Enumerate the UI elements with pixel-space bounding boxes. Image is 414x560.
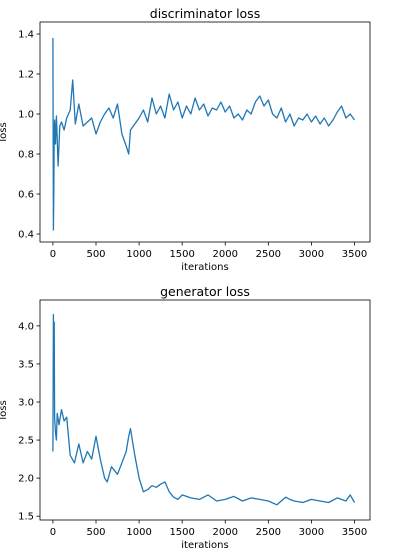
x-tick-label: 3000: [299, 527, 324, 538]
y-tick-label: 4.0: [18, 321, 34, 332]
discriminator-loss-plot: discriminator loss 0 500 1000 1500 2000 2500 30…: [0, 6, 371, 273]
y-tick-label: 3.5: [18, 359, 34, 370]
x-axis-label: iterations: [181, 540, 228, 551]
y-axis-label: loss: [0, 122, 9, 141]
x-tick-label: 0: [50, 249, 56, 260]
y-tick-label: 0.8: [18, 150, 34, 161]
x-tick-label: 1000: [126, 249, 151, 260]
x-tick-label: 500: [86, 249, 105, 260]
y-tick-label: 0.4: [18, 230, 34, 241]
axes-frame: [39, 21, 371, 243]
y-tick-label: 1.0: [18, 110, 34, 121]
chart-title: discriminator loss: [150, 6, 260, 21]
x-tick-label: 3500: [342, 527, 367, 538]
y-tick-label: 1.4: [18, 30, 34, 41]
x-tick-label: 2500: [256, 249, 281, 260]
y-tick-label: 0.6: [18, 190, 34, 201]
axes-frame: [39, 299, 371, 521]
y-tick-label: 2.5: [18, 436, 34, 447]
x-axis-label: iterations: [181, 262, 228, 273]
y-axis-label: loss: [0, 400, 9, 419]
x-tick-label: 2000: [213, 249, 238, 260]
y-tick-label: 2.0: [18, 474, 34, 485]
chart-title: generator loss: [160, 284, 250, 299]
y-tick-label: 1.5: [18, 512, 34, 523]
y-tick-label: 1.2: [18, 70, 34, 81]
y-tick-label: 3.0: [18, 398, 34, 409]
x-tick-label: 1000: [126, 527, 151, 538]
x-tick-label: 0: [50, 527, 56, 538]
x-tick-label: 500: [86, 527, 105, 538]
x-tick-label: 2000: [213, 527, 238, 538]
loss-series-line: [52, 37, 356, 231]
x-tick-label: 1500: [169, 527, 194, 538]
x-tick-label: 1500: [169, 249, 194, 260]
x-tick-label: 2500: [256, 527, 281, 538]
x-tick-label: 3000: [299, 249, 324, 260]
x-tick-label: 3500: [342, 249, 367, 260]
generator-loss-plot: generator loss 0 500 1000 1500 2000 2500 3000 35…: [0, 284, 371, 551]
loss-series-line: [52, 313, 356, 506]
